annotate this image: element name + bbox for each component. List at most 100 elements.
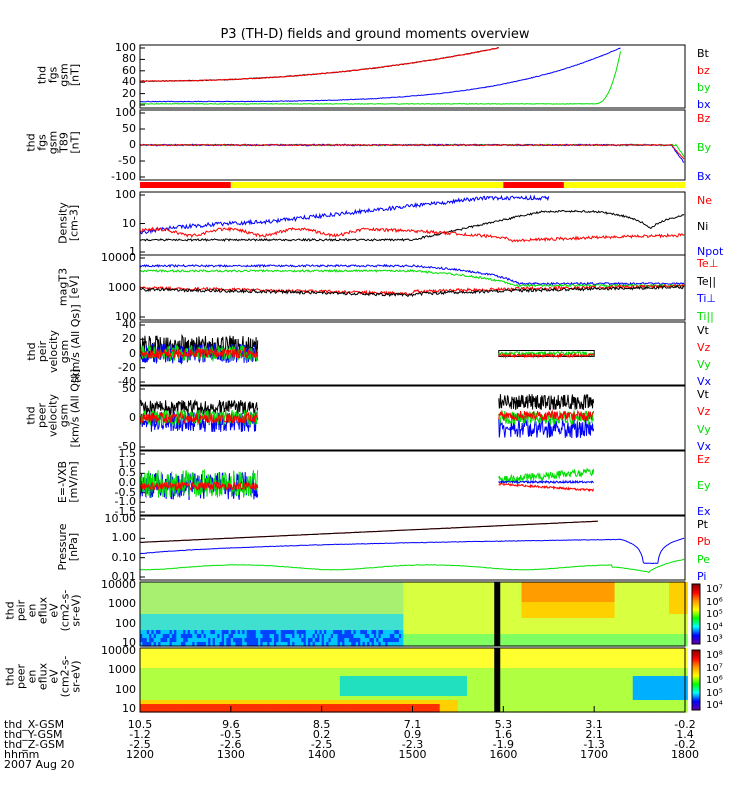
spectro-cell [421, 630, 425, 635]
spectro-cell [448, 642, 452, 647]
spectro-cell [339, 630, 343, 635]
spectro-cell [480, 618, 484, 623]
spectro-cell [455, 610, 459, 615]
spectro-cell [183, 582, 187, 587]
spectro-cell [537, 614, 541, 619]
spectro-cell [323, 598, 327, 603]
spectro-cell [430, 622, 434, 627]
spectro-cell [423, 594, 427, 599]
spectro-cell [217, 642, 221, 647]
spectro-cell [174, 638, 177, 643]
spectro-cell [480, 606, 484, 611]
spectro-cell [410, 618, 414, 623]
spectro-cell [457, 606, 461, 611]
spectro-cell [280, 668, 284, 673]
spectro-cell [362, 602, 366, 607]
spectro-cell [158, 672, 162, 677]
spectro-cell [482, 638, 486, 643]
spectro-cell [153, 606, 157, 611]
spectro-cell [228, 664, 232, 669]
spectro-cell [369, 638, 373, 643]
spectro-cell [580, 638, 584, 643]
spectro-cell [423, 586, 427, 591]
spectro-cell [214, 630, 218, 635]
spectro-cell [516, 598, 520, 603]
spectro-cell [219, 602, 223, 607]
spectro-cell [178, 688, 182, 693]
spectro-cell [280, 708, 284, 713]
spectro-cell [210, 594, 214, 599]
spectro-cell [196, 692, 200, 697]
spectro-cell [153, 648, 157, 653]
spectro-cell [187, 668, 191, 673]
spectro-cell [317, 606, 320, 611]
spectro-cell [212, 672, 216, 677]
spectro-cell [585, 626, 588, 631]
spectro-cell [233, 638, 236, 643]
spectro-cell [151, 598, 155, 603]
spectro-cell [605, 626, 609, 631]
spectro-cell [153, 594, 157, 599]
spectro-cell [185, 602, 189, 607]
spectro-cell [226, 602, 230, 607]
spectro-cell [317, 598, 320, 603]
spectro-cell [669, 638, 672, 643]
spectro-cell [339, 582, 343, 587]
spectro-cell [185, 672, 189, 677]
spectro-cell [360, 614, 364, 619]
spectro-cell [169, 638, 173, 643]
spectro-cell [360, 638, 364, 643]
spectro-cell [267, 606, 271, 611]
spectro-cell [410, 582, 414, 587]
spectro-cell [251, 594, 255, 599]
spectro-cell [535, 638, 538, 643]
spectro-cell [180, 688, 184, 693]
spectro-cell [233, 680, 236, 685]
spectro-cell [373, 630, 377, 635]
spectro-cell [462, 618, 466, 623]
spectro-cell [646, 614, 650, 619]
spectro-cell [183, 664, 187, 669]
spectro-cell [528, 630, 532, 635]
spectro-cell [219, 622, 223, 627]
spectro-cell [610, 598, 613, 603]
spectro-cell [644, 618, 647, 623]
spectro-cell [178, 594, 182, 599]
spectro-cell [237, 656, 241, 661]
spectro-cell [146, 656, 150, 661]
spectro-cell [623, 634, 627, 639]
spectro-cell [462, 610, 466, 615]
spectro-cell [278, 594, 282, 599]
spectro-cell [664, 602, 668, 607]
spectro-cell [276, 676, 280, 681]
spectro-cell [578, 618, 582, 623]
spectro-cell [339, 614, 343, 619]
spectro-cell [537, 634, 541, 639]
spectro-cell [312, 582, 316, 587]
spectro-cell [142, 610, 146, 615]
spectro-cell [174, 684, 177, 689]
spectro-cell [625, 598, 629, 603]
spectro-cell [255, 582, 259, 587]
spectro-cell [264, 602, 268, 607]
spectro-cell [612, 602, 616, 607]
spectro-cell [146, 602, 150, 607]
spectro-cell [582, 634, 586, 639]
spectro-cell [276, 598, 280, 603]
spectro-cell [346, 582, 350, 587]
spectro-cell [596, 590, 600, 595]
spectro-cell [292, 614, 296, 619]
spectro-cell [189, 652, 193, 657]
spectro-cell [648, 594, 652, 599]
spectro-cell [655, 638, 659, 643]
spectro-cell [641, 590, 645, 595]
spectro-cell [201, 660, 205, 665]
spectro-cell [553, 626, 557, 631]
spectro-cell [521, 638, 525, 643]
spectro-cell [607, 638, 611, 643]
spectro-cell [444, 638, 448, 643]
spectro-cell [648, 590, 652, 595]
spectro-cell [310, 590, 314, 595]
spectro-cell [389, 634, 393, 639]
spectro-cell [264, 652, 268, 657]
